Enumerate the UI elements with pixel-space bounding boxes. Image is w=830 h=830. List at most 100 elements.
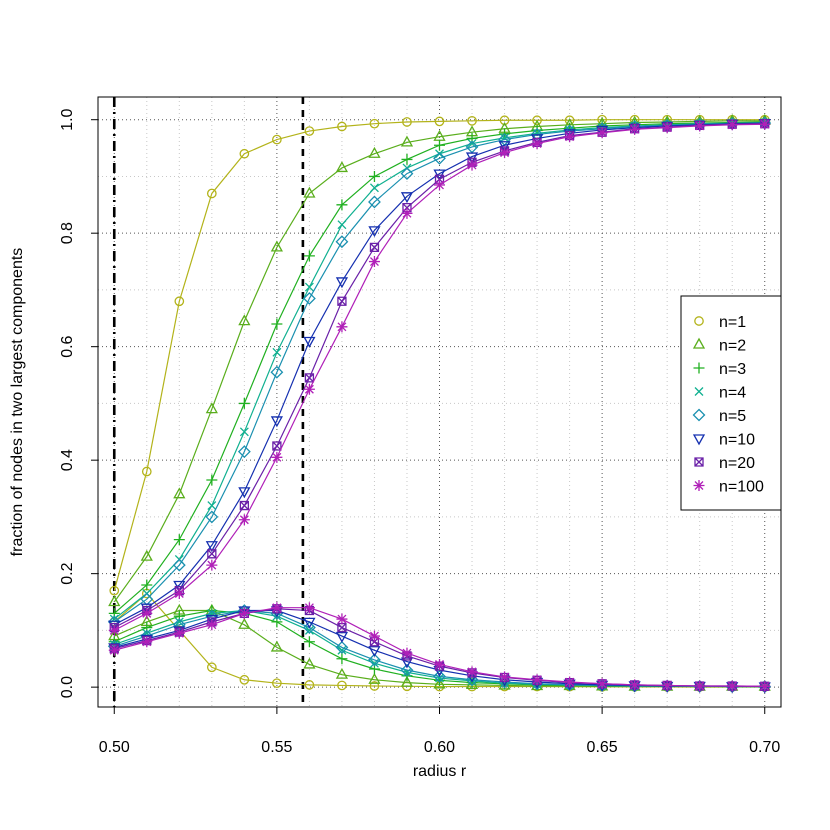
legend-label: n=20 xyxy=(719,455,755,472)
data-point xyxy=(531,138,543,150)
data-point xyxy=(336,613,348,625)
legend-item: n=1 xyxy=(694,314,746,331)
data-point xyxy=(304,126,315,136)
data-point xyxy=(174,296,185,307)
data-point xyxy=(335,667,349,679)
data-point xyxy=(465,152,479,164)
data-point xyxy=(726,119,738,131)
data-point xyxy=(402,117,412,127)
data-point xyxy=(434,179,445,191)
data-point xyxy=(237,445,251,459)
y-tick-label: 0.2 xyxy=(59,562,76,584)
data-point xyxy=(368,146,381,158)
y-axis-title: fraction of nodes in two largest compone… xyxy=(9,248,26,557)
legend-item: n=4 xyxy=(694,385,746,402)
data-point xyxy=(499,147,511,159)
x-tick-label: 0.50 xyxy=(99,739,130,756)
data-point xyxy=(271,602,283,614)
series-line-largest xyxy=(113,122,765,626)
data-point xyxy=(368,630,380,642)
data-point xyxy=(661,679,673,691)
data-point xyxy=(759,680,771,692)
data-point xyxy=(401,647,413,659)
data-point xyxy=(596,678,608,690)
data-point xyxy=(303,617,316,629)
data-point xyxy=(238,397,250,409)
data-point xyxy=(433,151,446,165)
data-point xyxy=(205,510,219,524)
data-point xyxy=(206,662,217,673)
data-point xyxy=(336,321,348,333)
series-layer xyxy=(107,113,772,694)
data-point xyxy=(271,451,283,463)
legend-marker xyxy=(694,387,704,396)
legend-item: n=100 xyxy=(693,479,764,496)
data-point xyxy=(304,625,314,635)
x-tick-label: 0.55 xyxy=(261,739,292,756)
data-point xyxy=(302,292,316,305)
data-point xyxy=(303,383,315,395)
x-axis-title: radius r xyxy=(413,763,467,780)
data-point xyxy=(337,220,347,230)
y-tick-label: 0.4 xyxy=(59,449,76,471)
legend-label: n=1 xyxy=(719,314,746,331)
data-point xyxy=(337,622,347,633)
series-line-largest xyxy=(113,122,765,623)
data-point xyxy=(108,624,120,636)
legend-item: n=3 xyxy=(693,361,746,378)
data-point xyxy=(207,501,217,511)
data-point xyxy=(433,677,446,689)
data-point xyxy=(336,199,348,211)
series-line-largest xyxy=(113,120,765,603)
data-point xyxy=(467,115,477,126)
data-point xyxy=(173,487,186,499)
data-point xyxy=(661,122,673,134)
data-point xyxy=(368,226,381,238)
data-point xyxy=(629,123,641,135)
data-point xyxy=(238,487,251,499)
data-point xyxy=(433,669,446,683)
data-point xyxy=(206,474,218,486)
data-point xyxy=(141,636,153,648)
data-point xyxy=(401,207,413,219)
legend-label: n=3 xyxy=(719,361,746,378)
data-point xyxy=(337,296,347,306)
data-point xyxy=(239,674,250,685)
data-point xyxy=(205,402,218,414)
data-point xyxy=(532,115,542,126)
data-point xyxy=(238,617,251,629)
legend-marker xyxy=(692,408,706,422)
data-point xyxy=(759,118,771,130)
series-line-largest xyxy=(113,121,765,614)
data-point xyxy=(466,159,478,171)
data-point xyxy=(498,141,511,153)
data-point xyxy=(271,318,283,330)
data-point xyxy=(531,674,543,686)
data-point xyxy=(172,558,186,572)
data-point xyxy=(368,170,380,182)
legend-marker xyxy=(694,457,704,467)
data-point xyxy=(499,671,511,683)
data-point xyxy=(270,240,283,252)
data-point xyxy=(337,121,347,132)
data-point xyxy=(337,680,347,691)
data-point xyxy=(272,678,282,689)
data-point xyxy=(400,167,414,181)
data-point xyxy=(433,169,446,181)
data-point xyxy=(564,131,576,143)
data-point xyxy=(302,621,316,634)
data-point xyxy=(304,282,314,292)
legend-item: n=20 xyxy=(694,455,755,472)
series-line-largest xyxy=(113,119,765,591)
data-point xyxy=(400,135,414,147)
legend-marker xyxy=(692,337,706,349)
data-point xyxy=(304,680,315,690)
data-point xyxy=(369,681,380,691)
x-tick-label: 0.70 xyxy=(749,739,780,756)
data-point xyxy=(335,631,349,643)
data-point xyxy=(206,188,217,199)
data-point xyxy=(434,139,445,151)
data-point xyxy=(369,183,379,193)
data-point xyxy=(303,186,316,198)
